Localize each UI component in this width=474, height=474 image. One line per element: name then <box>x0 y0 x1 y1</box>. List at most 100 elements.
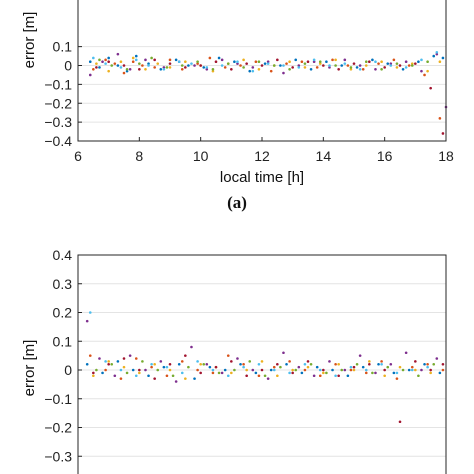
scatter-point <box>150 362 153 366</box>
scatter-point <box>248 360 252 363</box>
scatter-point <box>429 368 432 372</box>
x-tick-label: 10 <box>193 148 209 164</box>
scatter-point <box>233 60 236 64</box>
scatter-point <box>138 368 141 372</box>
scatter-point <box>346 374 350 378</box>
scatter-point <box>251 69 255 73</box>
scatter-point <box>297 365 301 369</box>
scatter-point <box>285 362 288 366</box>
scatter-point <box>374 60 377 64</box>
scatter-point <box>230 371 233 375</box>
x-axis-label-a: local time [h] <box>220 169 304 186</box>
scatter-point <box>374 371 377 375</box>
scatter-point <box>358 354 362 357</box>
scatter-point <box>380 362 383 366</box>
panel-label-a: (a) <box>227 193 247 212</box>
scatter-point <box>266 62 270 65</box>
scatter-point <box>125 69 129 73</box>
scatter-point <box>294 58 298 62</box>
scatter-point <box>174 380 178 383</box>
scatter-point <box>368 60 371 64</box>
scatter-point <box>211 371 215 375</box>
scatter-point <box>101 60 104 64</box>
scatter-point <box>386 365 390 369</box>
y-tick-label: 0.2 <box>53 305 73 321</box>
scatter-point <box>282 71 285 75</box>
scatter-point <box>88 354 92 357</box>
scatter-point <box>410 64 414 67</box>
scatter-point <box>322 371 325 375</box>
y-tick-label: −0.4 <box>44 133 72 149</box>
scatter-point <box>138 62 141 65</box>
scatter-point <box>269 368 273 372</box>
scatter-point <box>104 58 107 62</box>
scatter-point <box>134 58 138 62</box>
scatter-point <box>438 60 442 64</box>
scatter-point <box>122 71 126 75</box>
scatter-point <box>217 56 221 60</box>
y-tick-label: 0.1 <box>53 39 73 55</box>
scatter-point <box>352 62 356 65</box>
scatter-point <box>407 368 411 372</box>
x-tick-label: 16 <box>377 148 393 164</box>
scatter-point <box>303 362 307 366</box>
scatter-point <box>404 60 408 64</box>
scatter-point <box>322 368 325 372</box>
scatter-point <box>92 56 95 60</box>
scatter-point <box>398 420 402 424</box>
y-tick-label: 0 <box>64 58 72 74</box>
chart-panel-a: −0.4 −0.3 −0.2 −0.1 0 0.1 6 8 10 12 14 16 18 error [… <box>21 0 454 212</box>
scatter-point <box>122 357 126 360</box>
y-axis-label-b: error [m] <box>21 340 38 397</box>
scatter-point <box>131 56 135 60</box>
scatter-point <box>361 67 365 71</box>
scatter-point <box>306 365 310 369</box>
scatter-point <box>426 60 429 64</box>
scatter-point <box>153 377 156 380</box>
scatter-point <box>168 362 172 366</box>
y-tick-label: 0 <box>64 362 72 378</box>
scatter-point <box>254 371 258 375</box>
scatter-point <box>438 117 442 120</box>
scatter-point <box>435 50 439 54</box>
y-tick-label: −0.2 <box>44 95 72 111</box>
scatter-point <box>193 377 196 380</box>
scatter-point <box>180 371 184 375</box>
scatter-point <box>156 62 160 65</box>
scatter-point <box>334 374 337 378</box>
scatter-point <box>276 58 279 62</box>
scatter-point <box>318 60 322 64</box>
scatter-point <box>138 67 141 71</box>
scatter-point <box>395 377 399 380</box>
scatter-point <box>435 357 439 360</box>
scatter-point <box>337 374 340 378</box>
scatter-point <box>119 377 123 380</box>
scatter-point <box>374 67 377 71</box>
scatter-point <box>230 67 233 71</box>
scatter-point <box>272 64 276 67</box>
scatter-point <box>349 67 353 71</box>
scatter-point <box>282 351 285 355</box>
scatter-point <box>306 60 310 64</box>
scatter-point <box>245 62 248 65</box>
x-tick-label: 8 <box>135 148 143 164</box>
scatter-point <box>312 60 316 64</box>
scatter-point <box>343 368 347 372</box>
scatter-point <box>297 64 301 67</box>
scatter-point <box>101 371 104 375</box>
scatter-point <box>187 64 190 67</box>
scatter-point <box>355 362 359 366</box>
scatter-point <box>168 368 172 372</box>
scatter-point <box>196 368 199 372</box>
scatter-point <box>199 64 202 67</box>
scatter-point <box>251 66 255 69</box>
scatter-point <box>266 377 270 380</box>
scatter-point <box>288 360 291 363</box>
scatter-point <box>260 64 264 67</box>
scatter-point <box>297 66 301 69</box>
scatter-point <box>159 67 163 71</box>
y-tick-label: −0.3 <box>44 448 72 464</box>
scatter-point <box>150 365 153 369</box>
scatter-point <box>141 360 144 363</box>
scatter-point <box>199 371 202 375</box>
